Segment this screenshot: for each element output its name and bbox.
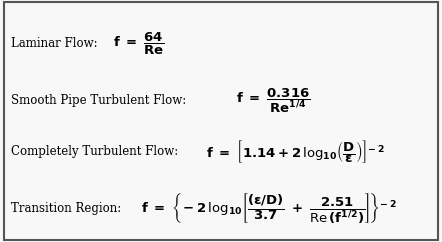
- FancyBboxPatch shape: [4, 2, 438, 240]
- Text: Transition Region:: Transition Region:: [11, 202, 121, 215]
- Text: Laminar Flow:: Laminar Flow:: [11, 37, 98, 50]
- Text: Smooth Pipe Turbulent Flow:: Smooth Pipe Turbulent Flow:: [11, 94, 186, 107]
- Text: $\mathbf{f\ =\ \left[1.14 + 2\,\log_{10}\!\left(\dfrac{D}{\varepsilon}\right)\ri: $\mathbf{f\ =\ \left[1.14 + 2\,\log_{10}…: [206, 138, 384, 165]
- Text: Completely Turbulent Flow:: Completely Turbulent Flow:: [11, 145, 178, 158]
- Text: $\mathbf{f\ =\ \dfrac{0.316}{Re^{1/4}}}$: $\mathbf{f\ =\ \dfrac{0.316}{Re^{1/4}}}$: [236, 86, 311, 115]
- Text: $\mathbf{f\ =\ \dfrac{64}{Re}}$: $\mathbf{f\ =\ \dfrac{64}{Re}}$: [113, 30, 164, 57]
- Text: $\mathbf{f\ =\ \left\{\!-2\,\log_{10}\!\left[\dfrac{(\varepsilon/D)}{3.7}\ +\ \d: $\mathbf{f\ =\ \left\{\!-2\,\log_{10}\!\…: [141, 191, 397, 225]
